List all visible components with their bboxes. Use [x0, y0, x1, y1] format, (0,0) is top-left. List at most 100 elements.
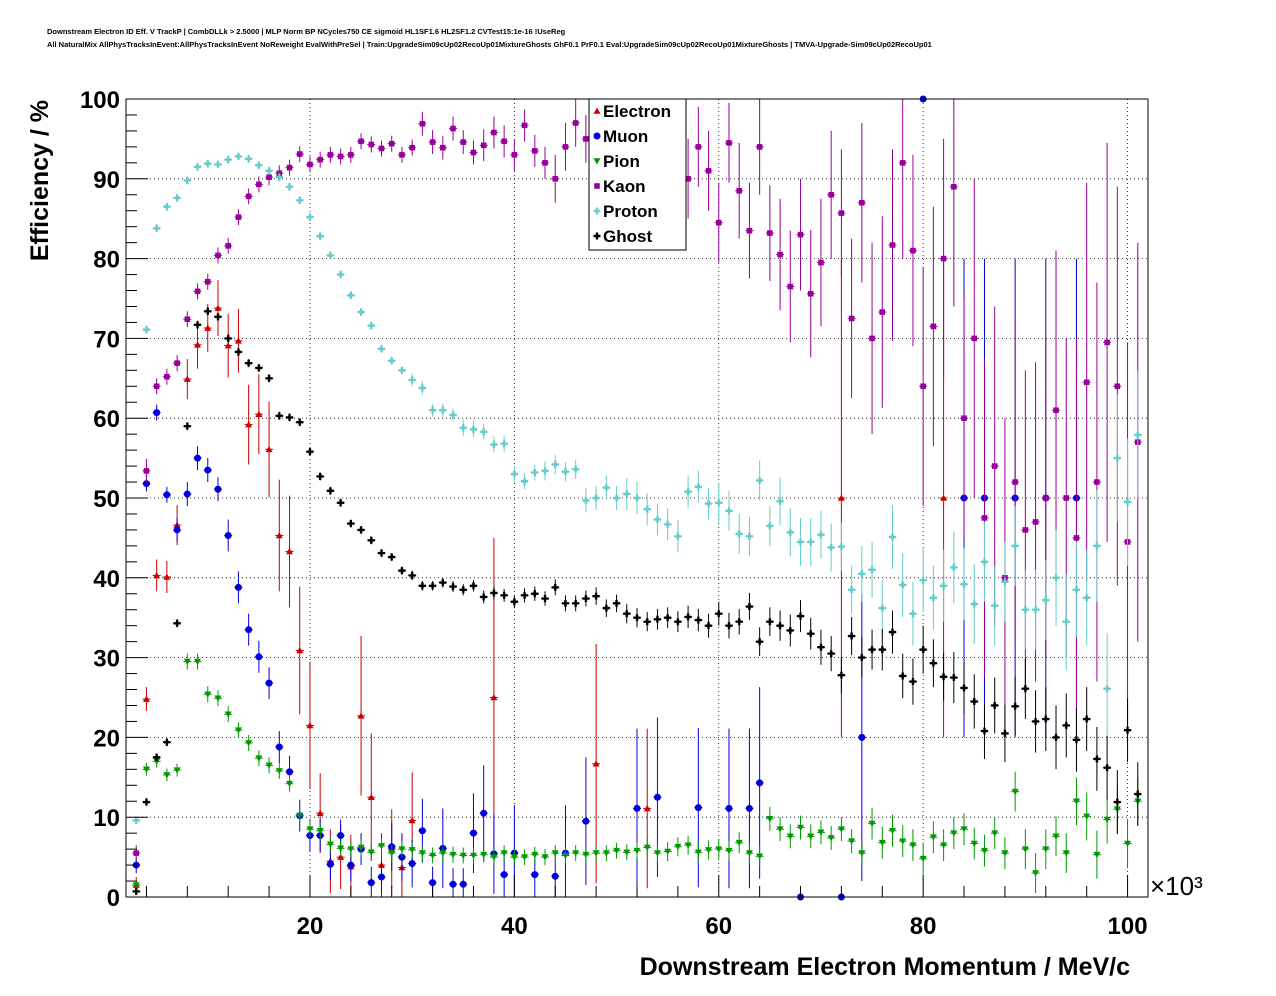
- data-point: [214, 313, 222, 321]
- chart-header-line-1: Downstream Electron ID Eff. V TrackP | C…: [47, 27, 566, 36]
- data-point: [459, 852, 467, 860]
- series-ghost: [132, 307, 1142, 895]
- data-point: [1042, 596, 1050, 604]
- data-point: [776, 826, 784, 833]
- data-point: [204, 160, 212, 168]
- data-point: [653, 793, 661, 801]
- data-point: [521, 854, 529, 861]
- data-point: [919, 855, 927, 863]
- data-point: [388, 553, 396, 561]
- data-point: [837, 826, 845, 833]
- data-point: [286, 164, 293, 171]
- data-point: [725, 507, 733, 515]
- data-point: [469, 852, 477, 860]
- data-point: [255, 364, 263, 372]
- data-point: [306, 448, 314, 456]
- data-point: [470, 149, 477, 156]
- data-point: [234, 727, 242, 734]
- data-point: [256, 181, 262, 188]
- data-point: [142, 766, 150, 773]
- y-tick-label: 60: [93, 406, 120, 433]
- data-point: [204, 691, 212, 698]
- data-point: [1083, 813, 1091, 820]
- data-point: [1021, 606, 1029, 614]
- data-point: [889, 628, 896, 636]
- data-point: [326, 860, 334, 868]
- data-point: [807, 630, 815, 638]
- data-point: [827, 650, 835, 658]
- data-point: [429, 582, 437, 590]
- data-point: [367, 536, 375, 544]
- y-tick-label: 0: [107, 885, 120, 912]
- data-point: [930, 323, 937, 330]
- data-point: [153, 571, 161, 579]
- data-point: [224, 342, 232, 349]
- data-point: [409, 144, 415, 151]
- data-point: [950, 674, 958, 682]
- x-tick-label: 100: [1108, 913, 1148, 940]
- data-point: [132, 882, 140, 889]
- data-point: [296, 418, 304, 426]
- data-point: [163, 772, 171, 779]
- data-point: [1053, 407, 1059, 414]
- series-proton: [132, 152, 1142, 825]
- data-point: [889, 827, 896, 835]
- data-point: [469, 582, 477, 590]
- data-point: [1052, 833, 1060, 840]
- data-point: [1093, 542, 1101, 550]
- data-point: [378, 145, 385, 152]
- data-point: [500, 850, 508, 857]
- data-point: [194, 454, 202, 462]
- data-point: [889, 533, 896, 541]
- y-tick-label: 90: [93, 167, 120, 194]
- data-point: [1103, 816, 1111, 824]
- data-point: [1001, 578, 1009, 586]
- data-point: [633, 804, 641, 812]
- data-point: [214, 304, 222, 311]
- data-point: [286, 413, 294, 421]
- data-point: [1022, 527, 1029, 533]
- data-point: [828, 191, 834, 198]
- data-point: [347, 846, 355, 853]
- data-point: [940, 582, 948, 590]
- data-point: [919, 646, 927, 654]
- data-point: [551, 872, 559, 880]
- data-point: [174, 360, 180, 366]
- data-point: [1124, 840, 1132, 848]
- data-point: [602, 604, 610, 612]
- data-point: [337, 271, 345, 279]
- data-point: [491, 129, 497, 136]
- legend-label: Proton: [603, 202, 658, 221]
- data-point: [378, 549, 385, 557]
- data-point: [1124, 498, 1132, 506]
- data-point: [592, 760, 600, 767]
- data-point: [296, 151, 303, 157]
- data-point: [736, 187, 742, 194]
- data-point: [265, 679, 273, 687]
- data-point: [480, 142, 487, 149]
- data-point: [766, 815, 774, 823]
- data-point: [623, 849, 631, 856]
- data-point: [326, 841, 334, 848]
- data-point: [551, 850, 559, 857]
- data-point: [275, 768, 283, 775]
- data-point: [745, 850, 753, 857]
- data-point: [449, 880, 457, 888]
- data-point: [879, 309, 886, 315]
- data-point: [1103, 685, 1111, 693]
- data-point: [460, 139, 467, 145]
- data-point: [633, 614, 641, 622]
- data-point: [572, 850, 580, 857]
- data-point: [725, 847, 733, 855]
- data-point: [204, 278, 211, 285]
- data-point: [1094, 479, 1100, 485]
- data-point: [204, 466, 212, 474]
- data-point: [143, 468, 150, 474]
- data-point: [694, 616, 702, 624]
- data-point: [868, 566, 876, 574]
- data-point: [705, 168, 712, 174]
- data-point: [224, 156, 232, 164]
- y-tick-label: 100: [80, 87, 120, 114]
- axis-ticks: [126, 98, 1129, 898]
- data-point: [1032, 717, 1040, 725]
